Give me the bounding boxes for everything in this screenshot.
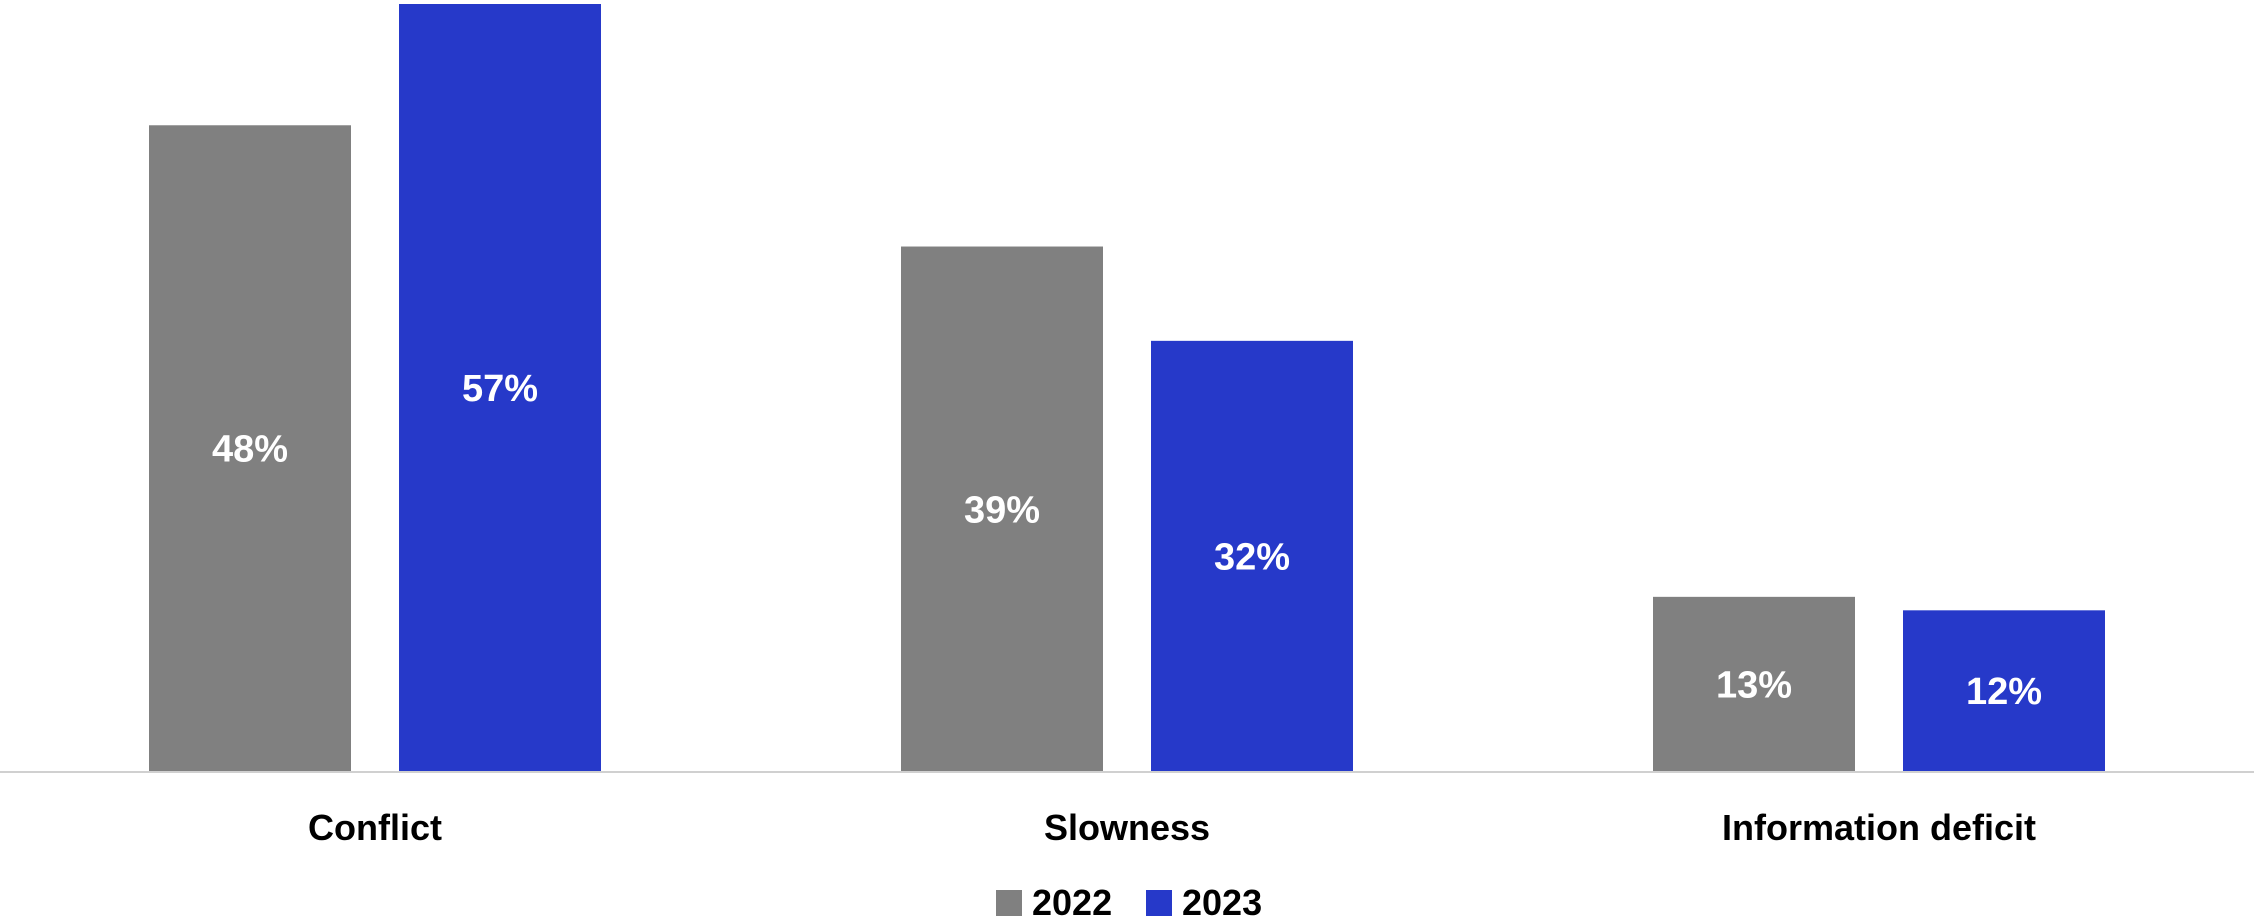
bar-conflict-2023 — [399, 4, 601, 772]
bars-group: 48% 57% 39% 32% 13% 12% — [149, 4, 2105, 773]
legend: 2022 2023 — [996, 882, 1262, 918]
category-labels: Conflict Slowness Information deficit — [308, 807, 2036, 848]
legend-swatch-2022 — [996, 890, 1022, 916]
category-label-conflict: Conflict — [308, 807, 442, 848]
legend-label-2023: 2023 — [1182, 882, 1262, 918]
legend-swatch-2023 — [1146, 890, 1172, 916]
data-label-slowness-2022: 39% — [964, 489, 1040, 531]
bar-conflict-2022 — [149, 125, 351, 772]
bar-slowness-2022 — [901, 246, 1103, 773]
bar-slowness-2023 — [1151, 340, 1353, 772]
data-label-conflict-2023: 57% — [462, 368, 538, 410]
bar-information-deficit-2023 — [1903, 610, 2105, 772]
category-label-information-deficit: Information deficit — [1722, 807, 2036, 848]
data-label-conflict-2022: 48% — [212, 429, 288, 471]
bar-information-deficit-2022 — [1653, 596, 1855, 772]
data-label-slowness-2023: 32% — [1214, 536, 1290, 578]
data-label-information-deficit-2023: 12% — [1966, 671, 2042, 713]
data-label-information-deficit-2022: 13% — [1716, 664, 1792, 706]
legend-label-2022: 2022 — [1032, 882, 1112, 918]
category-label-slowness: Slowness — [1044, 807, 1210, 848]
